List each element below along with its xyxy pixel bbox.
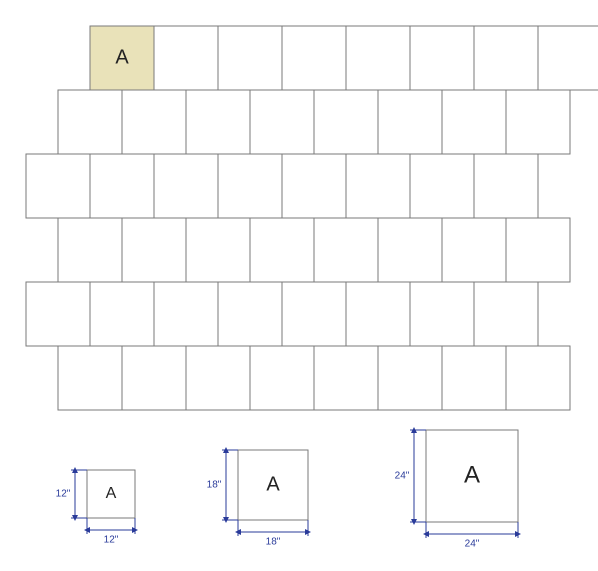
legend-v-dim: 24" [395, 471, 410, 482]
grid-tile [314, 346, 378, 410]
legend-tile: A 18" 18" [207, 450, 308, 548]
grid-tile [218, 282, 282, 346]
legend: A 12" 12" A 18" 18" A 24" 24" [56, 430, 518, 550]
grid-tile [90, 154, 154, 218]
grid-tile [154, 26, 218, 90]
grid-tile [506, 218, 570, 282]
grid-tile [346, 154, 410, 218]
legend-v-dim: 12" [56, 489, 71, 500]
pattern-grid: A [26, 26, 598, 410]
grid-tile [538, 26, 598, 90]
legend-tile-label: A [106, 485, 117, 502]
grid-tile [410, 282, 474, 346]
grid-tile [474, 154, 538, 218]
legend-tile: A 12" 12" [56, 470, 135, 546]
legend-tile: A 24" 24" [395, 430, 518, 550]
grid-tile [442, 346, 506, 410]
grid-tile [122, 346, 186, 410]
grid-tile [58, 90, 122, 154]
legend-tile-label: A [266, 473, 280, 495]
grid-tile [346, 26, 410, 90]
grid-tile [154, 282, 218, 346]
grid-tile [26, 282, 90, 346]
grid-tile [506, 90, 570, 154]
grid-tile [474, 26, 538, 90]
legend-h-dim: 12" [104, 535, 119, 546]
legend-h-dim: 24" [465, 539, 480, 550]
legend-tile-label: A [464, 461, 480, 488]
grid-tile [410, 154, 474, 218]
grid-tile [442, 90, 506, 154]
grid-tile [90, 282, 154, 346]
grid-tile [250, 218, 314, 282]
grid-tile [410, 26, 474, 90]
grid-tile [314, 218, 378, 282]
tile-pattern-diagram: A A 12" 12" A 18" 18" A 24" 24" [0, 0, 598, 571]
grid-tile [58, 346, 122, 410]
legend-v-dim: 18" [207, 480, 222, 491]
grid-tile [186, 346, 250, 410]
grid-tile [186, 90, 250, 154]
grid-tile [378, 218, 442, 282]
grid-tile [378, 90, 442, 154]
grid-tile [218, 154, 282, 218]
grid-tile [26, 154, 90, 218]
grid-tile [154, 154, 218, 218]
grid-tile [122, 218, 186, 282]
grid-tile [186, 218, 250, 282]
grid-tile [218, 26, 282, 90]
grid-tile [282, 282, 346, 346]
grid-tile [314, 90, 378, 154]
grid-tile [474, 282, 538, 346]
grid-tile [250, 90, 314, 154]
grid-tile [506, 346, 570, 410]
grid-tile [282, 26, 346, 90]
grid-tile [282, 154, 346, 218]
grid-tile [346, 282, 410, 346]
grid-tile [442, 218, 506, 282]
legend-h-dim: 18" [266, 537, 281, 548]
highlighted-tile-label: A [115, 46, 129, 68]
grid-tile [378, 346, 442, 410]
grid-tile [58, 218, 122, 282]
grid-tile [122, 90, 186, 154]
grid-tile [250, 346, 314, 410]
